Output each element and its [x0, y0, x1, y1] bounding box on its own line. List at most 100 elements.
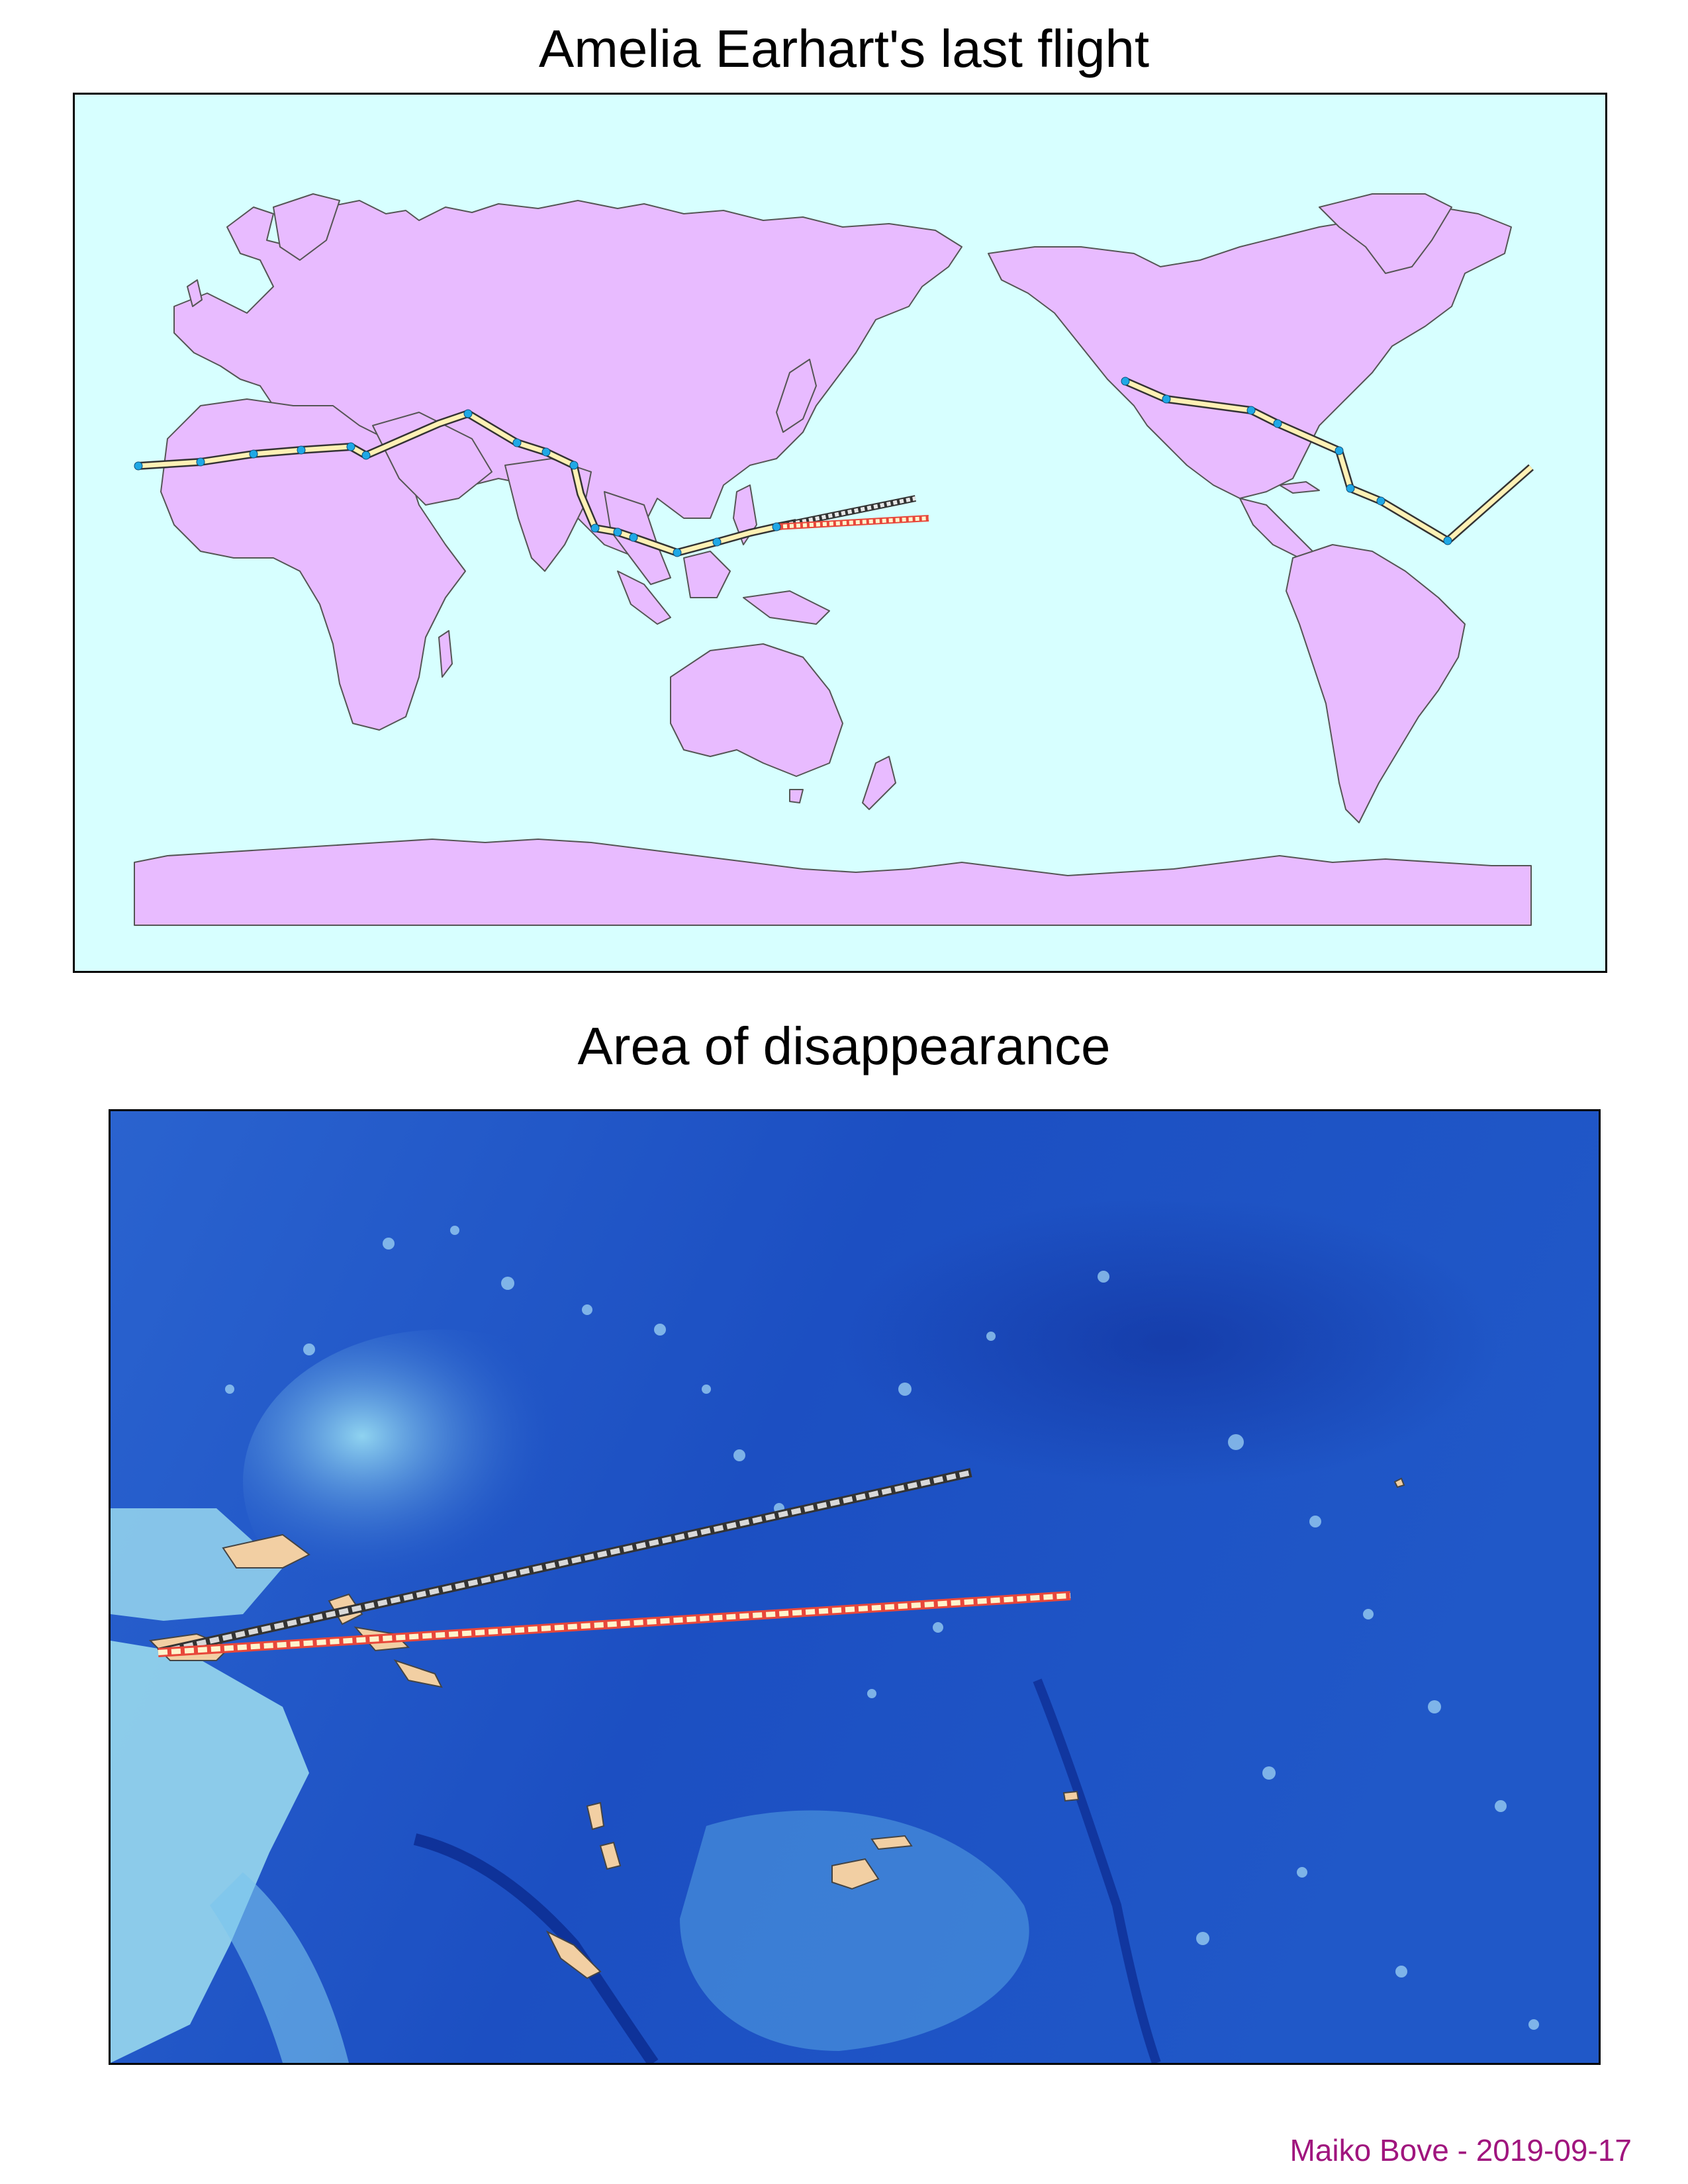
waypoint-surabaya: [629, 533, 638, 542]
search-bearing-red-dash: [776, 516, 929, 529]
island-vanuatu-2: [599, 1841, 622, 1870]
seamount: [501, 1277, 514, 1290]
seamount: [654, 1324, 666, 1336]
seamount: [1228, 1434, 1244, 1450]
detail-bearing-red-dash: [158, 1593, 1071, 1655]
seamount: [1196, 1932, 1209, 1945]
waypoint-gao: [249, 449, 258, 459]
deep-basin-north: [839, 1197, 1501, 1488]
seamount: [1428, 1700, 1441, 1713]
seamount: [225, 1385, 234, 1394]
landmass-new-guinea: [743, 590, 830, 625]
detail-map-panel: [109, 1109, 1601, 2065]
island-new-britain: [222, 1533, 310, 1569]
seamount: [867, 1689, 876, 1698]
seamount: [933, 1622, 943, 1633]
island-fiji-viti-levu: [831, 1858, 880, 1890]
island-solomon-2: [393, 1659, 443, 1688]
landmass-antarctica: [134, 839, 1532, 926]
seamount: [1309, 1516, 1321, 1527]
island-small-2: [1393, 1477, 1405, 1488]
shallow-shelf-southwest: [111, 1641, 309, 2063]
landmass-borneo: [683, 551, 731, 598]
trench-new-hebrides: [413, 1833, 659, 2063]
search-bearing-gray-dash: [776, 496, 916, 529]
ridge-lord-howe: [210, 1872, 349, 2063]
island-new-caledonia: [545, 1930, 602, 1979]
seamount: [1528, 2019, 1539, 2030]
landmass-japan: [776, 359, 817, 433]
landmass-australia: [670, 643, 843, 777]
waypoint-tucson: [1162, 394, 1171, 404]
landmass-scandinavia: [273, 193, 340, 261]
seamount: [733, 1449, 745, 1461]
seamount: [1297, 1867, 1307, 1878]
waypoint-singapore: [590, 523, 600, 533]
waypoint-paramaribo: [1376, 496, 1385, 506]
landmass-north-america: [988, 206, 1512, 499]
waypoint-el-fasher: [297, 445, 306, 455]
landmass-greenland: [1319, 193, 1452, 274]
waypoint-st-louis: [196, 457, 205, 467]
landmass-cuba: [1279, 481, 1320, 494]
credit-author: Maiko Bove: [1289, 2133, 1449, 2167]
detail-bearing-gray-dash: [158, 1470, 972, 1655]
landmass-new-zealand: [862, 756, 896, 810]
world-map-title: Amelia Earhart's last flight: [538, 19, 1150, 78]
waypoint-caripito: [1346, 484, 1355, 493]
waypoint-lae: [772, 522, 781, 531]
landmass-africa: [160, 398, 466, 731]
credit-date: 2019-09-17: [1476, 2133, 1632, 2167]
detail-map-svg: [111, 1111, 1599, 2063]
waypoint-dakar: [134, 461, 143, 471]
seamount: [582, 1304, 592, 1315]
seamount: [1363, 1609, 1374, 1619]
island-vanuatu-1: [586, 1801, 605, 1831]
waypoint-bandung: [613, 527, 622, 537]
waypoint-massawa: [361, 451, 371, 460]
landmass-uk: [187, 279, 203, 307]
waypoint-natal: [1443, 536, 1452, 545]
ridge-fiji-plateau: [680, 1810, 1029, 2051]
credit-separator: -: [1448, 2133, 1476, 2167]
waypoint-san-juan: [1335, 446, 1344, 455]
seamount: [1262, 1766, 1276, 1780]
seamount: [383, 1238, 395, 1250]
shallow-shelf-new-guinea: [111, 1508, 283, 1621]
world-map-panel: [73, 93, 1607, 973]
world-landmasses: [134, 193, 1532, 926]
islands: [148, 1477, 1405, 1979]
waypoint-darwin: [712, 537, 722, 547]
waypoint-karachi: [463, 409, 473, 418]
seamount: [1395, 1966, 1407, 1978]
detail-map-title: Area of disappearance: [577, 1017, 1111, 1075]
seamount: [1098, 1271, 1109, 1283]
world-map-svg: [75, 95, 1605, 971]
waypoint-koepang: [673, 548, 682, 557]
map-credit: Maiko Bove - 2019-09-17: [1289, 2132, 1632, 2168]
waypoint-calcutta: [512, 438, 522, 447]
seamount-field: [225, 1226, 1539, 2030]
waypoint-khartoum: [346, 442, 355, 451]
plateau-ontong-java: [243, 1330, 640, 1634]
waypoint-new-orleans: [1246, 406, 1256, 415]
route-waypoints: [134, 377, 1452, 557]
landmass-sumatra: [617, 570, 671, 625]
island-small-1: [1062, 1790, 1080, 1802]
landmass-south-america: [1286, 544, 1466, 823]
island-fiji-vanua-levu: [870, 1835, 913, 1850]
seamount: [303, 1343, 315, 1355]
waypoint-miami: [1273, 419, 1282, 428]
seamount: [898, 1383, 912, 1396]
seamount: [1495, 1800, 1507, 1812]
seamount: [702, 1385, 711, 1394]
waypoint-rangoon: [541, 447, 551, 457]
landmass-tasmania: [789, 789, 804, 803]
waypoint-bangkok: [569, 461, 579, 470]
landmass-madagascar: [438, 630, 453, 678]
waypoint-oakland: [1121, 377, 1130, 386]
seamount: [986, 1332, 996, 1341]
flight-route: [138, 411, 797, 555]
trench-tonga: [1033, 1678, 1161, 2063]
seamount: [450, 1226, 459, 1235]
